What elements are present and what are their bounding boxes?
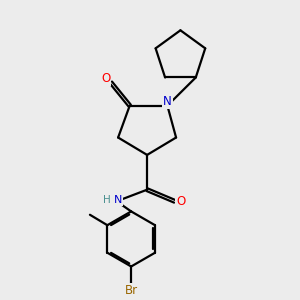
Text: O: O [176,195,186,208]
Text: N: N [114,195,122,205]
Text: H: H [103,195,110,205]
Text: N: N [163,95,172,108]
Text: Br: Br [124,284,138,297]
Text: O: O [101,72,110,85]
